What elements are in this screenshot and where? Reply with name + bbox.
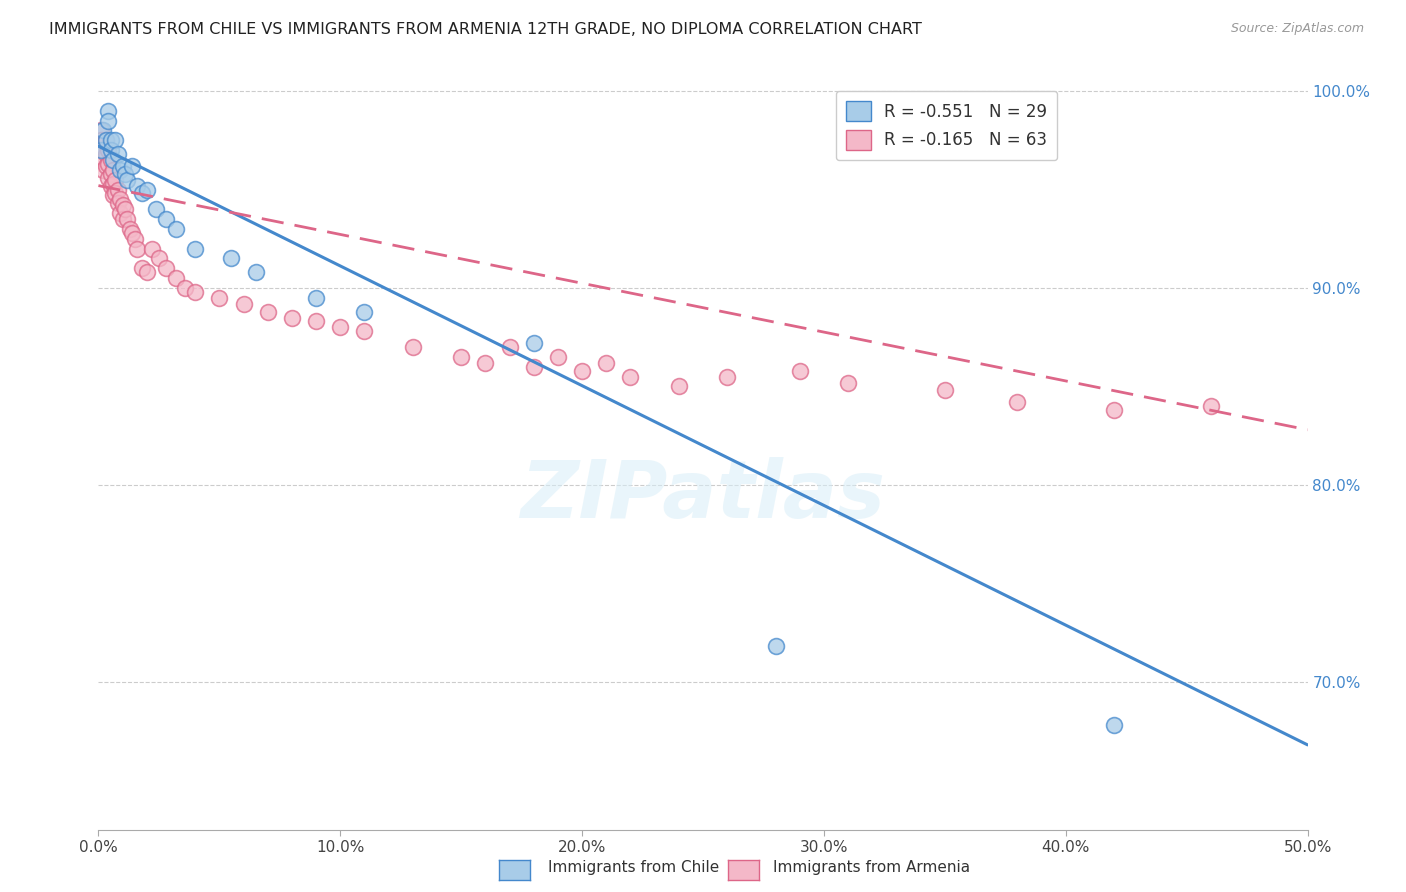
Point bbox=[281, 310, 304, 325]
Point bbox=[353, 324, 375, 338]
Point bbox=[114, 202, 136, 217]
Point bbox=[94, 133, 117, 147]
Point bbox=[107, 196, 129, 211]
Point bbox=[141, 242, 163, 256]
Point bbox=[90, 143, 112, 157]
Point bbox=[101, 162, 124, 177]
Point bbox=[523, 336, 546, 351]
Point bbox=[124, 232, 146, 246]
Point bbox=[100, 153, 122, 167]
Point bbox=[101, 177, 124, 191]
Point bbox=[135, 182, 157, 196]
Point bbox=[97, 170, 120, 185]
Point bbox=[121, 226, 143, 240]
Point bbox=[184, 285, 207, 299]
Legend: R = -0.551   N = 29, R = -0.165   N = 63: R = -0.551 N = 29, R = -0.165 N = 63 bbox=[837, 91, 1057, 160]
Point bbox=[498, 340, 520, 354]
Point bbox=[668, 379, 690, 393]
Point bbox=[111, 212, 134, 227]
Point bbox=[91, 143, 114, 157]
Point bbox=[474, 356, 496, 370]
Point bbox=[305, 291, 328, 305]
Text: Immigrants from Chile: Immigrants from Chile bbox=[548, 861, 720, 875]
Point bbox=[571, 364, 593, 378]
Point bbox=[100, 133, 122, 147]
Point bbox=[127, 178, 149, 193]
Point bbox=[118, 222, 141, 236]
Point bbox=[91, 153, 114, 167]
Point bbox=[184, 242, 207, 256]
Point bbox=[148, 252, 170, 266]
Point bbox=[155, 261, 177, 276]
Point bbox=[305, 314, 328, 328]
Point bbox=[100, 167, 122, 181]
Point bbox=[97, 157, 120, 171]
Point bbox=[91, 123, 114, 137]
Point bbox=[1102, 403, 1125, 417]
Point bbox=[135, 265, 157, 279]
Text: IMMIGRANTS FROM CHILE VS IMMIGRANTS FROM ARMENIA 12TH GRADE, NO DIPLOMA CORRELAT: IMMIGRANTS FROM CHILE VS IMMIGRANTS FROM… bbox=[49, 22, 922, 37]
Point bbox=[90, 133, 112, 147]
Point bbox=[94, 133, 117, 147]
Point bbox=[208, 291, 231, 305]
Point bbox=[221, 252, 243, 266]
Point bbox=[108, 206, 131, 220]
Point bbox=[97, 143, 120, 157]
Point bbox=[256, 304, 278, 318]
Point bbox=[765, 640, 787, 654]
Point bbox=[108, 162, 131, 177]
Point bbox=[353, 304, 375, 318]
Point bbox=[94, 159, 117, 173]
Point bbox=[1199, 399, 1222, 413]
Point bbox=[1007, 395, 1029, 409]
Point bbox=[155, 212, 177, 227]
Point bbox=[107, 182, 129, 196]
Text: ZIPatlas: ZIPatlas bbox=[520, 457, 886, 535]
Point bbox=[100, 178, 122, 193]
Point bbox=[91, 162, 114, 177]
Point bbox=[174, 281, 197, 295]
Point bbox=[716, 369, 738, 384]
Point bbox=[121, 159, 143, 173]
Point bbox=[104, 172, 127, 186]
Point bbox=[789, 364, 811, 378]
Point bbox=[450, 350, 472, 364]
Point bbox=[97, 103, 120, 118]
Point bbox=[402, 340, 425, 354]
Point bbox=[127, 242, 149, 256]
Point bbox=[90, 123, 112, 137]
Point bbox=[97, 113, 120, 128]
Point bbox=[131, 261, 153, 276]
Point bbox=[131, 186, 153, 201]
Point bbox=[114, 167, 136, 181]
Point bbox=[117, 212, 139, 227]
Point bbox=[165, 222, 187, 236]
Point bbox=[108, 193, 131, 207]
Point bbox=[104, 133, 127, 147]
Point bbox=[107, 147, 129, 161]
Point bbox=[329, 320, 352, 334]
Point bbox=[94, 147, 117, 161]
Point bbox=[595, 356, 617, 370]
Text: Immigrants from Armenia: Immigrants from Armenia bbox=[773, 861, 970, 875]
Point bbox=[117, 172, 139, 186]
Point bbox=[523, 359, 546, 374]
Point bbox=[934, 384, 956, 398]
Point bbox=[245, 265, 267, 279]
Point bbox=[232, 297, 254, 311]
Point bbox=[111, 198, 134, 212]
Point bbox=[547, 350, 569, 364]
Point bbox=[101, 188, 124, 202]
Point bbox=[101, 153, 124, 167]
Point bbox=[100, 143, 122, 157]
Point bbox=[165, 271, 187, 285]
Point bbox=[111, 159, 134, 173]
Point bbox=[145, 202, 167, 217]
Point bbox=[619, 369, 641, 384]
Text: Source: ZipAtlas.com: Source: ZipAtlas.com bbox=[1230, 22, 1364, 36]
Point bbox=[1102, 718, 1125, 732]
Point bbox=[837, 376, 859, 390]
Point bbox=[104, 186, 127, 201]
